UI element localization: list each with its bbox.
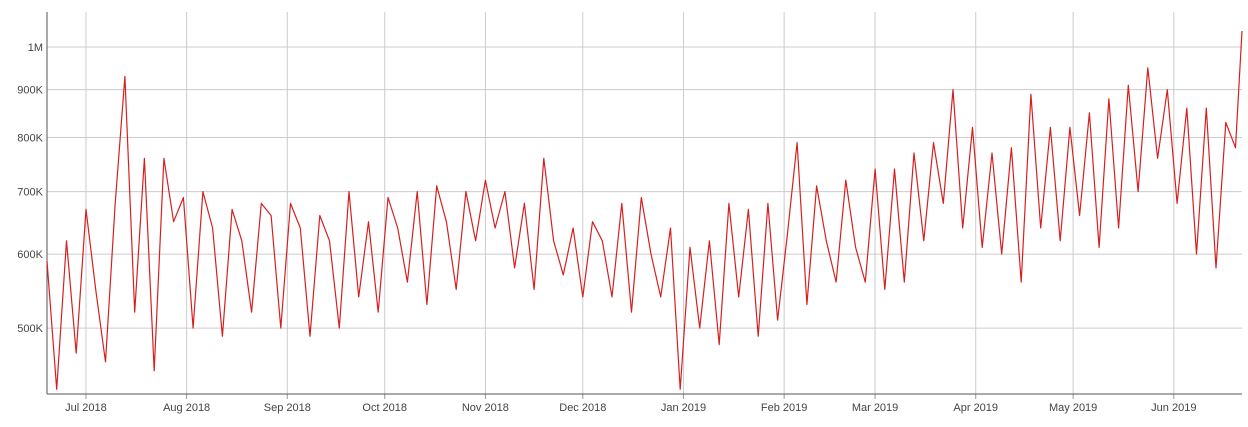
x-tick-label: Nov 2018 <box>462 402 509 414</box>
y-tick-label: 500K <box>17 323 43 335</box>
x-tick-label: Feb 2019 <box>761 402 807 414</box>
x-tick-label: Sep 2018 <box>264 402 311 414</box>
y-tick-label: 1M <box>28 42 43 54</box>
series-layer <box>46 30 1243 390</box>
x-tick-label: Oct 2018 <box>362 402 407 414</box>
x-tick-label: Jan 2019 <box>661 402 706 414</box>
y-tick-label: 700K <box>17 187 43 199</box>
y-tick-label: 600K <box>17 249 43 261</box>
series-line <box>46 30 1243 390</box>
x-tick-label: Apr 2019 <box>953 402 998 414</box>
x-tick-label: Jul 2018 <box>65 402 107 414</box>
y-tick-label: 900K <box>17 85 43 97</box>
x-tick-label: Jun 2019 <box>1151 402 1196 414</box>
horizontal-gridlines <box>47 46 1242 329</box>
axes <box>46 12 1242 399</box>
y-tick-label: 800K <box>17 132 43 144</box>
y-axis-tick-labels: 500K 600K 700K 800K 900K 1M <box>17 42 43 335</box>
x-tick-label: Dec 2018 <box>559 402 606 414</box>
vertical-gridlines <box>85 12 1175 394</box>
x-tick-label: May 2019 <box>1049 402 1097 414</box>
x-tick-label: Mar 2019 <box>852 402 898 414</box>
x-axis-tick-labels: Jul 2018 Aug 2018 Sep 2018 Oct 2018 Nov 2018… <box>65 402 1196 414</box>
x-tick-label: Aug 2018 <box>163 402 210 414</box>
